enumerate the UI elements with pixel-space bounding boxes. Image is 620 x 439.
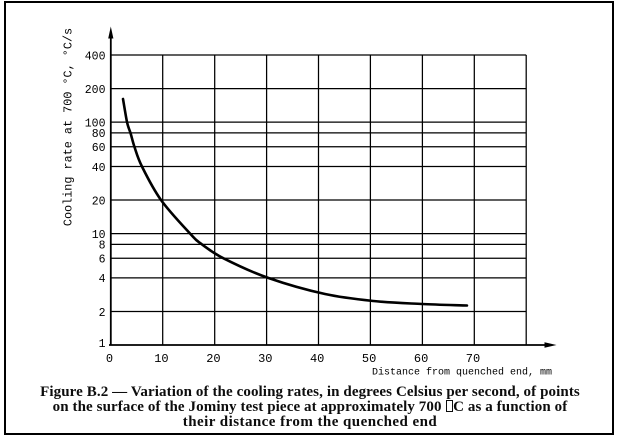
- svg-text:10: 10: [92, 229, 106, 242]
- svg-text:Distance from quenched end, mm: Distance from quenched end, mm: [372, 367, 552, 379]
- svg-text:60: 60: [92, 142, 106, 155]
- svg-text:2: 2: [99, 307, 106, 320]
- svg-text:8: 8: [99, 240, 106, 253]
- svg-text:400: 400: [85, 50, 106, 63]
- svg-text:10: 10: [154, 352, 168, 366]
- svg-text:30: 30: [258, 352, 272, 366]
- svg-text:6: 6: [99, 254, 106, 267]
- svg-text:4: 4: [99, 273, 106, 286]
- svg-text:40: 40: [92, 162, 106, 175]
- svg-text:20: 20: [92, 195, 106, 208]
- svg-text:100: 100: [85, 117, 106, 130]
- svg-text:1: 1: [99, 338, 106, 351]
- svg-text:200: 200: [85, 84, 106, 97]
- svg-text:0: 0: [106, 352, 113, 366]
- svg-text:20: 20: [206, 352, 220, 366]
- svg-text:40: 40: [310, 352, 324, 366]
- svg-text:70: 70: [466, 352, 480, 366]
- svg-text:60: 60: [414, 352, 428, 366]
- svg-text:50: 50: [362, 352, 376, 366]
- svg-text:80: 80: [92, 128, 106, 141]
- svg-text:Cooling rate at 700 °C, °C/s: Cooling rate at 700 °C, °C/s: [62, 28, 76, 226]
